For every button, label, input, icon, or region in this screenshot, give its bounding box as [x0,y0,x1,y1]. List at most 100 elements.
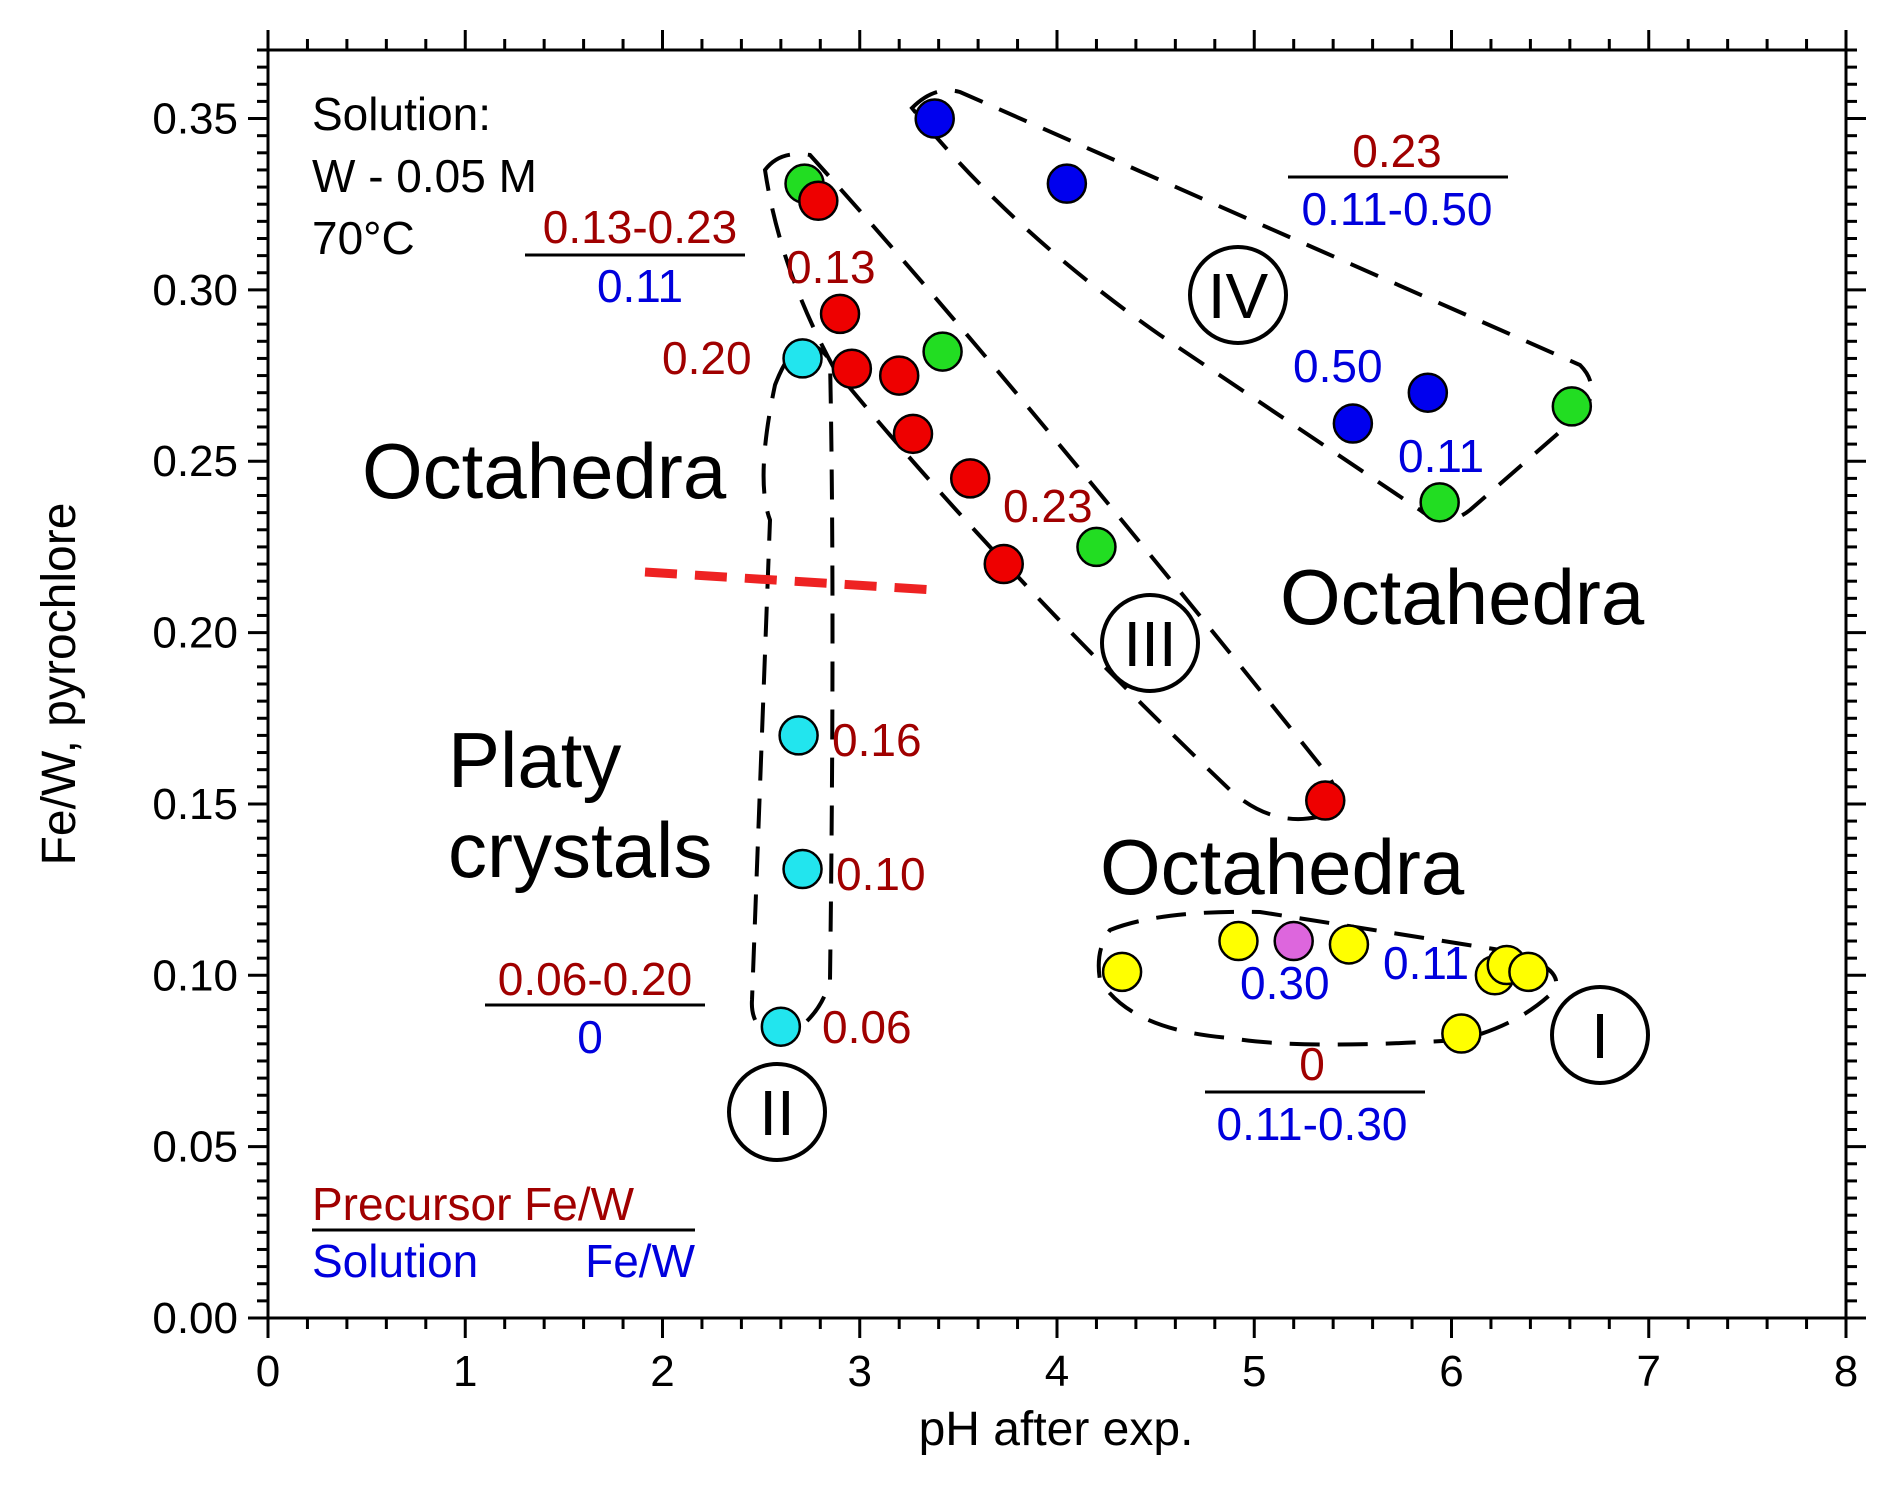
solution-label: 0.30 [1240,957,1330,1009]
roman-circle-iii [1100,593,1200,693]
region-label-platy: Platy [448,716,621,804]
y-tick-label: 0.00 [152,1294,238,1343]
phase-boundary-line [644,567,936,595]
plot-frame [266,48,1848,1320]
roman-label-iii: III [1123,608,1176,680]
data-point-cyan [778,715,819,756]
data-point-red [892,413,934,455]
solution-line-1: Solution: [312,88,491,140]
y-axis-title: Fe/W, pyrochlore [33,503,86,866]
roman-label-ii: II [759,1077,795,1149]
precursor-label: 0.06 [822,1001,912,1053]
roman-markers: IV III II I [727,245,1650,1162]
precursor-label: 0.23 [1003,480,1093,532]
data-point-green [1551,386,1593,427]
solution-info: Solution: W - 0.05 M 70°C [312,88,537,264]
fraction-bottom: 0.11-0.30 [1217,1098,1408,1150]
fraction-group-iv: 0.23 0.11-0.50 [1288,125,1508,235]
data-point-cyan [782,338,823,379]
data-point-yellow [1328,924,1370,965]
data-point-yellow [1508,951,1549,993]
region-labels: Octahedra Octahedra Octahedra Platy crys… [362,427,1645,911]
data-point-red [798,180,839,222]
y-tick-label: 0.20 [152,609,238,658]
legend-solution: Solution [312,1235,478,1287]
data-point-green [1076,526,1117,568]
fraction-top: 0.13-0.23 [543,201,737,253]
fraction-top: 0.23 [1352,125,1442,177]
legend-precursor: Precursor Fe/W [312,1178,635,1230]
data-point-red [878,355,920,396]
region-iv-outline [909,88,1594,522]
data-point-blue [914,98,955,139]
data-point-cyan [760,1006,802,1047]
fraction-bottom: 0.11-0.50 [1302,183,1493,235]
x-tick-label: 3 [848,1347,872,1396]
precursor-label: 0.20 [662,332,752,384]
data-point-blue [1046,163,1088,204]
fraction-group-i: 0 0.11-0.30 [1205,1038,1425,1150]
data-point-yellow [1218,920,1259,962]
fraction-bottom: 0.11 [597,260,683,312]
data-point-violet [1273,920,1314,962]
precursor-labels: 0.13 0.20 0.23 0.16 0.10 0.06 [662,241,1093,1053]
region-ii-outline [749,342,835,1043]
data-point-red [819,293,861,335]
y-tick-label: 0.35 [152,95,238,144]
solution-line-3: 70°C [312,212,415,264]
solution-labels: 0.50 0.11 0.30 0.11 [1240,340,1484,1009]
region-label-crystals: crystals [448,806,712,894]
region-label-octahedra: Octahedra [362,427,727,515]
precursor-label: 0.10 [836,848,926,900]
solution-label: 0.50 [1293,340,1383,392]
data-point-yellow [1441,1013,1482,1054]
roman-circle-ii [727,1062,827,1162]
y-tick-label: 0.10 [152,951,238,1000]
legend-solution-fe: Fe/W [585,1235,695,1287]
data-point-green [1419,482,1460,523]
roman-label-iv: IV [1208,260,1269,332]
y-tick-label: 0.30 [152,266,238,315]
region-label-octahedra: Octahedra [1280,553,1645,641]
data-point-red [983,543,1024,585]
region-label-octahedra: Octahedra [1100,823,1465,911]
data-point-blue [1332,403,1374,444]
precursor-label: 0.13 [786,241,876,293]
roman-circle-i [1550,985,1650,1085]
y-tick-label: 0.05 [152,1123,238,1172]
solution-label: 0.11 [1383,937,1469,989]
solution-label: 0.11 [1398,430,1484,482]
fraction-group-ii: 0.06-0.20 0 [485,953,705,1063]
x-axis-title: pH after exp. [919,1403,1194,1456]
y-tick-label: 0.25 [152,437,238,486]
legend: Precursor Fe/W Solution Fe/W [312,1178,696,1287]
y-tick-label: 0.15 [152,780,238,829]
data-point-yellow [1101,951,1143,993]
x-tick-label: 6 [1439,1347,1463,1396]
x-tick-label: 4 [1045,1347,1069,1396]
data-point-cyan [782,848,823,890]
precursor-label: 0.16 [832,714,922,766]
x-tick-label: 2 [650,1347,674,1396]
roman-label-i: I [1591,1000,1609,1072]
roman-circle-iv [1188,245,1288,345]
region-iii-outline [762,152,1339,822]
data-point-red [949,458,991,499]
data-point-green [922,331,963,372]
x-tick-label: 8 [1834,1347,1858,1396]
x-tick-label: 1 [453,1347,477,1396]
y-axis-ticks: 0.00 0.05 0.10 0.15 0.20 0.25 0.30 0.35 [152,48,1866,1343]
fraction-group-iii: 0.13-0.23 0.11 [525,201,745,312]
x-tick-label: 0 [256,1347,280,1396]
data-point-blue [1407,372,1449,413]
x-tick-label: 7 [1637,1347,1661,1396]
data-points [760,98,1593,1054]
data-point-red [1305,780,1346,821]
data-point-red [831,348,873,389]
fraction-top: 0.06-0.20 [498,953,692,1005]
x-axis-ticks: 0 1 2 3 4 5 6 7 8 [256,30,1858,1396]
fraction-top: 0 [1299,1038,1325,1090]
fraction-bottom: 0 [577,1011,603,1063]
x-tick-label: 5 [1242,1347,1266,1396]
